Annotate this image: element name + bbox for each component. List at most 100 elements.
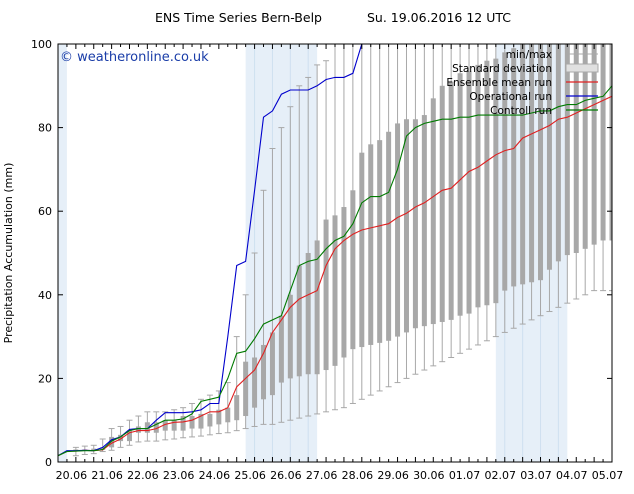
std-box bbox=[386, 131, 392, 341]
x-tick-label: 01.07 bbox=[449, 469, 481, 482]
legend-label-operational: Operational run bbox=[469, 91, 552, 103]
x-tick-label: 02.07 bbox=[485, 469, 517, 482]
std-box bbox=[564, 44, 570, 256]
x-tick-label: 04.07 bbox=[556, 469, 588, 482]
std-box bbox=[395, 123, 401, 337]
x-tick-label: 22.06 bbox=[127, 469, 159, 482]
chart-title: ENS Time Series Bern-Belp bbox=[155, 10, 322, 25]
std-box bbox=[511, 48, 517, 287]
legend-label-min_max: min/max bbox=[506, 49, 552, 61]
std-box bbox=[403, 119, 409, 333]
std-box bbox=[323, 219, 329, 371]
std-box bbox=[198, 413, 204, 429]
x-tick-label: 24.06 bbox=[199, 469, 231, 482]
y-tick-label: 100 bbox=[31, 38, 52, 51]
std-box bbox=[109, 436, 115, 448]
std-box bbox=[314, 240, 320, 375]
std-box bbox=[126, 430, 132, 442]
series-line-ensemble_mean bbox=[58, 95, 612, 457]
x-tick-label: 29.06 bbox=[377, 469, 409, 482]
std-box bbox=[144, 422, 150, 433]
std-box bbox=[118, 434, 124, 442]
std-box bbox=[278, 315, 284, 383]
chart-subtitle: Su. 19.06.2016 12 UTC bbox=[367, 10, 511, 25]
legend-label-std_dev: Standard deviation bbox=[452, 63, 552, 75]
std-box bbox=[296, 265, 302, 377]
std-box bbox=[484, 60, 490, 306]
std-box bbox=[582, 44, 588, 249]
x-tick-label: 05.07 bbox=[592, 469, 624, 482]
x-tick-label: 28.06 bbox=[342, 469, 374, 482]
y-tick-label: 40 bbox=[38, 289, 52, 302]
std-box bbox=[493, 58, 499, 304]
watermark: © weatheronline.co.uk bbox=[60, 50, 209, 65]
series-line-control bbox=[58, 85, 612, 457]
std-box bbox=[225, 407, 231, 423]
std-box bbox=[91, 448, 97, 451]
std-box bbox=[243, 361, 249, 417]
legend-label-control: Controll run bbox=[490, 105, 552, 117]
std-box bbox=[252, 357, 258, 408]
std-box bbox=[287, 294, 293, 379]
std-box bbox=[573, 44, 579, 253]
y-tick-label: 0 bbox=[45, 456, 52, 469]
plot-area: 0 20 40 60 80 100 20.06 21.06 22.06 23.06 24.06 25.… bbox=[31, 38, 623, 482]
std-box bbox=[538, 44, 544, 281]
std-box bbox=[430, 98, 436, 325]
legend: min/max Standard deviation Ensemble mean r… bbox=[446, 49, 599, 117]
std-box bbox=[520, 44, 526, 285]
x-tick-label: 30.06 bbox=[413, 469, 445, 482]
std-box bbox=[439, 85, 445, 322]
std-box bbox=[466, 71, 472, 314]
std-box bbox=[412, 119, 418, 329]
std-box bbox=[529, 44, 535, 283]
std-box bbox=[457, 73, 463, 316]
std-box bbox=[100, 447, 106, 450]
x-tick-label: 03.07 bbox=[520, 469, 552, 482]
std-box bbox=[600, 44, 606, 241]
std-box bbox=[332, 215, 338, 366]
x-tick-label: 27.06 bbox=[306, 469, 338, 482]
series-line-operational bbox=[58, 44, 612, 457]
std-box bbox=[475, 64, 481, 308]
legend-swatch-std_dev bbox=[565, 63, 599, 73]
std-box bbox=[180, 416, 186, 431]
x-tick-label: 23.06 bbox=[163, 469, 195, 482]
std-box bbox=[269, 332, 275, 396]
std-box bbox=[502, 52, 508, 291]
std-box bbox=[305, 253, 311, 375]
y-axis-label: Precipitation Accumulation (mm) bbox=[2, 163, 15, 344]
std-box bbox=[359, 152, 365, 348]
std-box bbox=[350, 190, 356, 350]
x-tick-label: 21.06 bbox=[91, 469, 123, 482]
std-box bbox=[171, 420, 177, 431]
std-box bbox=[261, 344, 267, 400]
x-tick-label: 26.06 bbox=[270, 469, 302, 482]
y-tick-label: 60 bbox=[38, 205, 52, 218]
std-box bbox=[234, 395, 240, 421]
x-tick-label: 25.06 bbox=[234, 469, 266, 482]
std-box bbox=[546, 44, 552, 270]
plot-clip-group bbox=[58, 44, 612, 457]
x-tick-label: 20.06 bbox=[56, 469, 88, 482]
y-tick-label: 80 bbox=[38, 122, 52, 135]
std-box bbox=[421, 115, 427, 327]
std-box bbox=[377, 140, 383, 343]
std-box bbox=[207, 413, 213, 427]
std-box bbox=[591, 44, 597, 245]
y-tick-label: 20 bbox=[38, 372, 52, 385]
std-box bbox=[153, 422, 159, 433]
std-box bbox=[368, 144, 374, 345]
std-box bbox=[162, 420, 168, 431]
std-box bbox=[341, 207, 347, 358]
legend-label-ensemble_mean: Ensemble mean run bbox=[446, 77, 552, 89]
std-box bbox=[216, 409, 222, 425]
std-box bbox=[135, 426, 141, 433]
weekend-band bbox=[58, 44, 67, 462]
std-box bbox=[555, 44, 561, 262]
std-box bbox=[189, 416, 195, 429]
std-box bbox=[448, 81, 454, 320]
std-box bbox=[609, 44, 612, 241]
